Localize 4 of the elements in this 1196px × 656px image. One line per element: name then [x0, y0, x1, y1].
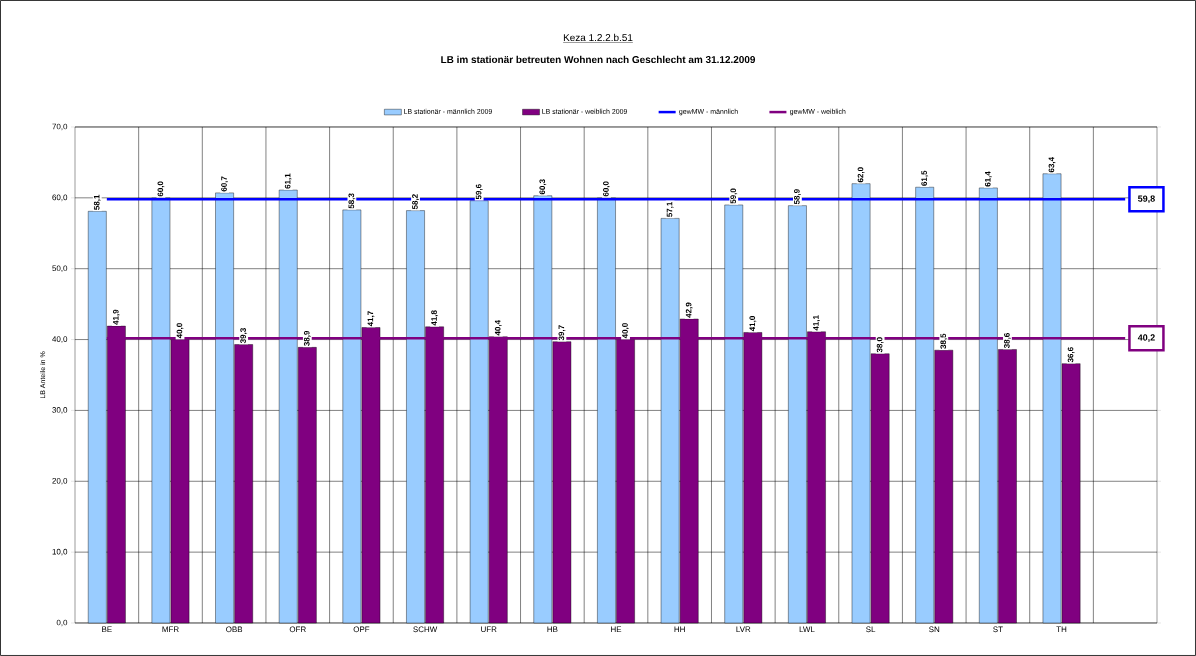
data-label: 40,2 — [1137, 334, 1155, 342]
chart-subtitle: LB im stationär betreuten Wohnen nach Geschlecht am 31.12.2009 — [441, 55, 756, 64]
chart-title: Keza 1.2.2.b.51 — [563, 33, 633, 42]
data-label: 59,8 — [1137, 195, 1155, 204]
